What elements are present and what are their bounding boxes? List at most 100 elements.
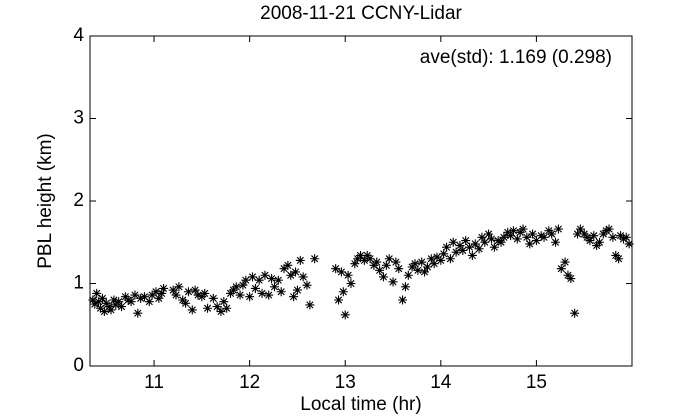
data-point xyxy=(601,226,611,236)
data-point xyxy=(508,226,518,236)
data-point xyxy=(365,254,375,264)
data-point xyxy=(445,254,455,264)
data-point xyxy=(338,287,348,297)
data-point xyxy=(378,272,388,282)
data-point xyxy=(573,229,583,239)
data-point xyxy=(489,242,499,252)
data-point xyxy=(417,257,427,267)
data-point xyxy=(560,257,570,267)
data-point xyxy=(539,232,549,242)
data-point xyxy=(413,265,423,275)
data-point xyxy=(589,231,599,241)
data-point xyxy=(94,297,104,307)
data-point xyxy=(238,280,248,290)
data-point xyxy=(147,290,157,300)
data-point xyxy=(556,264,566,274)
data-point xyxy=(203,303,213,313)
data-point xyxy=(305,300,315,310)
data-point xyxy=(461,236,471,246)
data-point xyxy=(528,229,538,239)
data-point xyxy=(394,264,404,274)
data-point xyxy=(144,297,154,307)
data-point xyxy=(245,292,255,302)
data-point xyxy=(422,262,432,272)
data-point xyxy=(359,255,369,265)
data-point xyxy=(493,236,503,246)
y-tick-label: 0 xyxy=(73,355,84,376)
data-point xyxy=(267,274,277,284)
data-point xyxy=(536,231,546,241)
data-point xyxy=(97,293,107,303)
data-point xyxy=(553,224,563,234)
data-point xyxy=(575,224,585,234)
data-point xyxy=(343,270,353,280)
data-point xyxy=(283,260,293,270)
data-point xyxy=(139,292,149,302)
data-point xyxy=(604,224,614,234)
data-point xyxy=(451,247,461,257)
data-point xyxy=(117,302,127,312)
data-point xyxy=(486,234,496,244)
data-point xyxy=(286,270,296,280)
data-point xyxy=(276,287,286,297)
data-point xyxy=(133,308,143,318)
data-point xyxy=(190,285,200,295)
data-point xyxy=(375,265,385,275)
y-axis-label: PBL height (km) xyxy=(35,133,56,269)
data-point xyxy=(273,275,283,285)
data-point xyxy=(302,280,312,290)
data-point xyxy=(151,287,161,297)
data-point xyxy=(336,267,346,277)
data-point xyxy=(432,252,442,262)
data-point xyxy=(257,288,267,298)
data-point xyxy=(410,259,420,269)
data-point xyxy=(183,287,193,297)
x-axis-label: Local time (hr) xyxy=(300,394,421,415)
x-tick-label: 14 xyxy=(430,372,452,393)
data-point xyxy=(208,293,218,303)
data-point xyxy=(436,255,446,265)
data-point xyxy=(484,229,494,239)
data-point xyxy=(157,288,167,298)
data-point xyxy=(458,246,468,255)
data-point xyxy=(442,242,452,252)
data-point xyxy=(222,303,232,313)
data-point xyxy=(496,237,506,247)
data-point xyxy=(264,290,274,300)
data-point xyxy=(403,270,413,280)
data-point xyxy=(92,288,102,298)
data-point xyxy=(235,290,245,300)
data-point xyxy=(90,299,100,309)
data-point xyxy=(585,236,595,246)
data-point xyxy=(200,288,210,298)
data-point xyxy=(398,295,408,305)
chart-title: 2008-11-21 CCNY-Lidar xyxy=(260,3,462,24)
data-point xyxy=(292,285,302,295)
data-point xyxy=(439,249,449,259)
data-point xyxy=(384,254,394,264)
data-point xyxy=(219,297,229,307)
data-point xyxy=(250,283,260,293)
data-point xyxy=(594,237,604,247)
data-point xyxy=(618,234,628,244)
data-point xyxy=(154,293,164,303)
data-point xyxy=(455,241,465,251)
data-point xyxy=(269,282,279,292)
data-point xyxy=(334,295,344,305)
data-point xyxy=(212,302,222,312)
data-point xyxy=(350,259,360,269)
data-point xyxy=(429,259,439,269)
data-point xyxy=(400,282,410,292)
data-point xyxy=(624,239,634,249)
data-point xyxy=(96,303,106,313)
data-point xyxy=(88,295,98,305)
data-point xyxy=(171,290,181,300)
data-point xyxy=(216,307,226,317)
data-point xyxy=(291,267,301,277)
data-point xyxy=(608,232,618,242)
x-tick-label: 12 xyxy=(239,372,260,393)
data-point xyxy=(187,305,197,315)
data-point xyxy=(298,272,308,282)
data-point xyxy=(426,254,436,264)
